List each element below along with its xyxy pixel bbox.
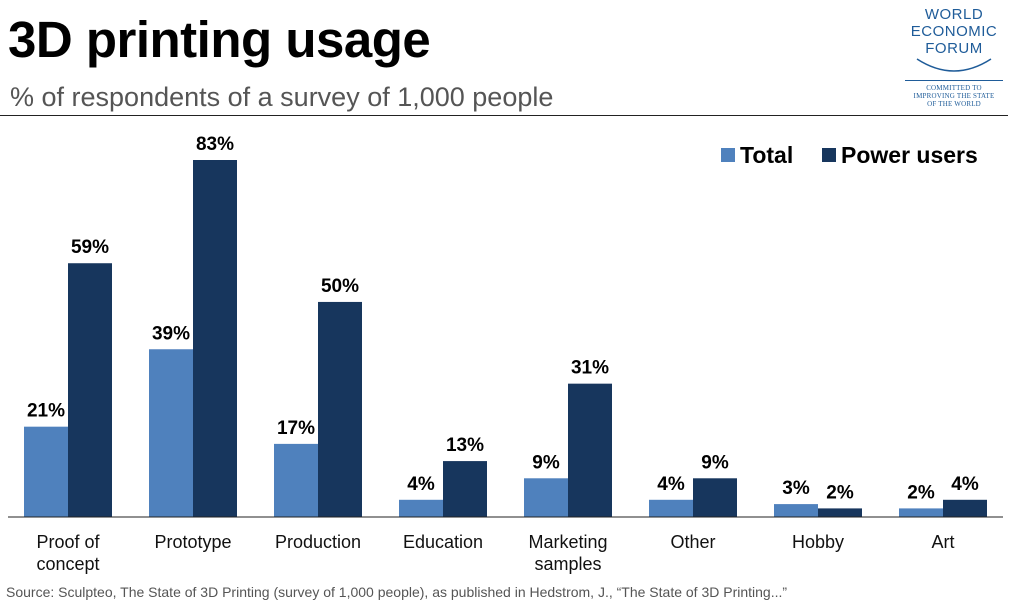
logo-line-world: WORLD <box>924 6 984 23</box>
chart-subtitle: % of respondents of a survey of 1,000 pe… <box>10 82 554 112</box>
value-label-power-users-0: 59% <box>71 237 109 258</box>
value-label-total-2: 17% <box>277 418 315 439</box>
value-label-power-users-1: 83% <box>196 134 234 155</box>
value-label-power-users-4: 31% <box>571 358 609 379</box>
logo-line-forum: FORUM <box>925 40 983 57</box>
logo-tagline-2: IMPROVING THE STATE <box>913 92 995 100</box>
bar-total-6 <box>774 504 818 517</box>
category-label-1: Prototype <box>154 532 231 552</box>
bar-power-users-1 <box>193 160 237 517</box>
wef-logo: WORLD ECONOMIC FORUM COMMITTED TO IMPROV… <box>900 6 1008 110</box>
bar-total-3 <box>399 499 443 517</box>
logo-swoosh-icon <box>916 58 992 72</box>
legend-swatch-total <box>721 148 735 162</box>
header-divider <box>0 115 1008 116</box>
category-label-0-line-1: concept <box>36 554 99 574</box>
bar-power-users-7 <box>943 499 987 517</box>
logo-tagline-3: OF THE WORLD <box>927 100 981 108</box>
category-label-3: Education <box>403 532 483 552</box>
category-label-0-line-0: Proof of <box>36 532 100 552</box>
value-label-power-users-3: 13% <box>446 435 484 456</box>
legend-label-total: Total <box>740 142 793 168</box>
legend: Total Power users <box>721 142 978 168</box>
bar-total-7 <box>899 508 943 517</box>
value-labels-layer: 21% 59% 39% 83% 17% 50% 4% 13% 9% 31% 4% 9% 3% 2% 2% 4% <box>27 134 979 503</box>
value-label-total-4: 9% <box>532 452 560 473</box>
logo-line-economic: ECONOMIC <box>910 23 998 40</box>
bar-power-users-4 <box>568 383 612 517</box>
bar-total-4 <box>524 478 568 517</box>
logo-tagline-1: COMMITTED TO <box>926 84 982 92</box>
bar-power-users-0 <box>68 263 112 517</box>
legend-label-power-users: Power users <box>841 142 978 168</box>
legend-swatch-power-users <box>822 148 836 162</box>
value-label-total-1: 39% <box>152 323 190 344</box>
value-label-total-7: 2% <box>907 482 935 503</box>
bar-total-1 <box>149 349 193 517</box>
value-label-total-0: 21% <box>27 401 65 422</box>
category-label-4-line-0: Marketing <box>528 532 607 552</box>
bar-power-users-5 <box>693 478 737 517</box>
bar-power-users-3 <box>443 461 487 517</box>
value-label-total-3: 4% <box>407 474 435 495</box>
logo-divider <box>905 80 1003 81</box>
value-label-power-users-7: 4% <box>951 474 979 495</box>
category-label-6: Hobby <box>792 532 844 552</box>
value-label-power-users-2: 50% <box>321 276 359 297</box>
value-label-total-6: 3% <box>782 478 810 499</box>
bar-power-users-6 <box>818 508 862 517</box>
bars-layer <box>24 160 987 517</box>
bar-total-0 <box>24 426 68 517</box>
value-label-power-users-6: 2% <box>826 482 854 503</box>
category-label-7: Art <box>931 532 954 552</box>
chart-title: 3D printing usage <box>8 11 431 68</box>
category-label-4-line-1: samples <box>534 554 601 574</box>
value-label-power-users-5: 9% <box>701 452 729 473</box>
value-label-total-5: 4% <box>657 474 685 495</box>
category-label-5: Other <box>670 532 715 552</box>
bar-power-users-2 <box>318 301 362 517</box>
source-note: Source: Sculpteo, The State of 3D Printi… <box>6 584 788 600</box>
bar-total-5 <box>649 499 693 517</box>
bar-total-2 <box>274 443 318 517</box>
category-label-2: Production <box>275 532 361 552</box>
